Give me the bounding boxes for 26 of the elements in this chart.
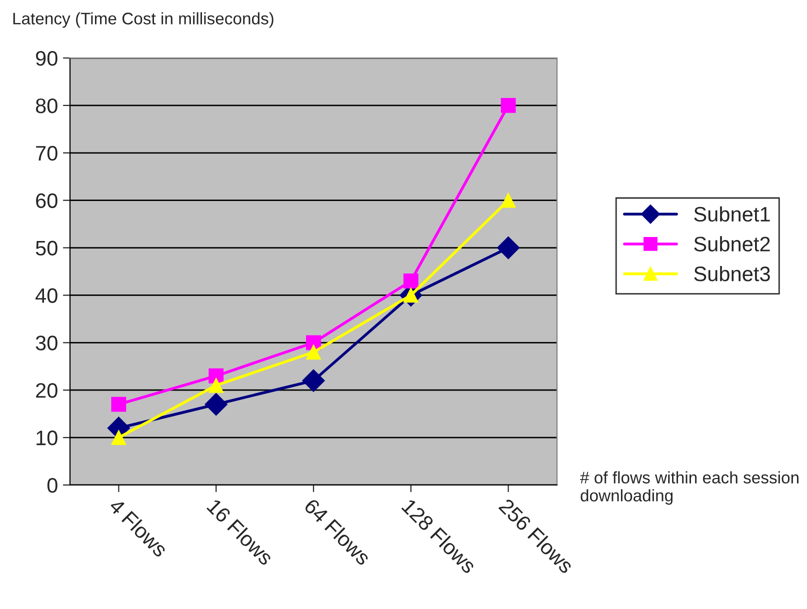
y-tick-label: 20	[36, 383, 58, 398]
y-tick-label: 60	[36, 193, 58, 208]
legend-label: Subnet1	[694, 206, 770, 222]
point	[496, 236, 520, 260]
point	[204, 393, 228, 416]
point	[208, 368, 224, 384]
y-tick-label: 80	[36, 98, 58, 114]
x-axis-title: # of flows within each session downloading	[580, 471, 798, 505]
y-tick-label: 0	[47, 478, 58, 493]
y-tick-label: 50	[36, 240, 58, 256]
point	[111, 430, 126, 446]
y-tick-label: 90	[36, 51, 58, 66]
y-tick-label: 30	[36, 336, 58, 350]
point	[306, 344, 321, 360]
y-tick-label: 40	[36, 288, 58, 303]
y-tick-label: 10	[36, 430, 58, 446]
y-axis-title: Latency (Time Cost in milliseconds)	[13, 12, 274, 28]
point	[302, 369, 325, 392]
point	[403, 274, 418, 288]
y-tick-label: 70	[36, 146, 58, 161]
point	[111, 396, 126, 412]
point	[500, 192, 516, 208]
point	[208, 378, 224, 393]
legend-label: Subnet3	[694, 266, 770, 282]
legend-label: Subnet2	[694, 236, 770, 252]
point	[500, 98, 516, 113]
